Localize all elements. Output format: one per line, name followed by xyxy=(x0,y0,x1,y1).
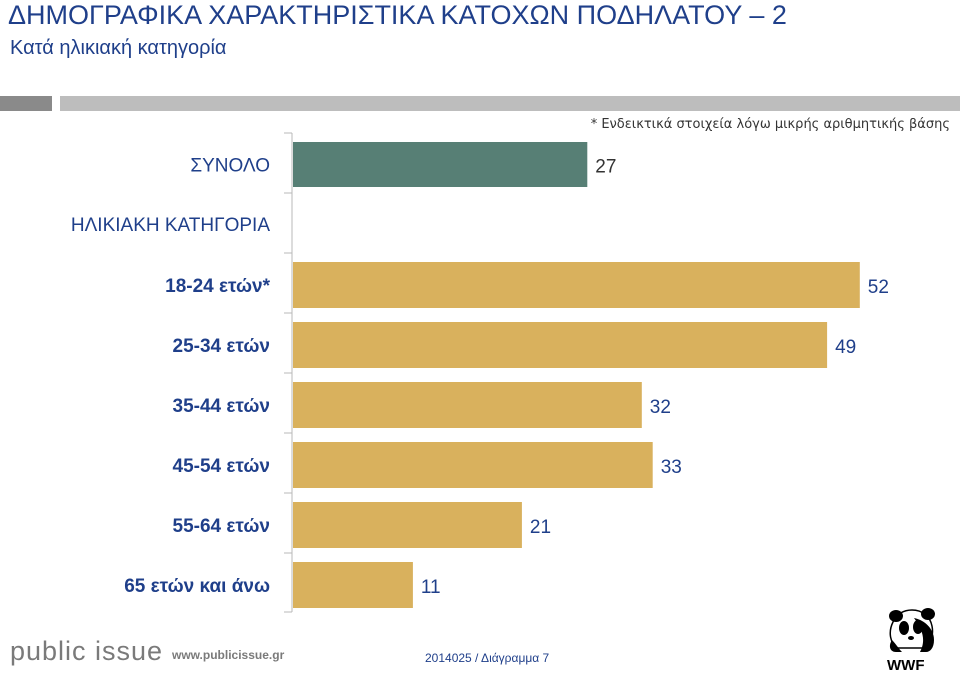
category-label: 18-24 ετών* xyxy=(165,276,270,297)
data-label: 49 xyxy=(835,337,856,358)
category-label: 25-34 ετών xyxy=(173,336,270,357)
public-issue-logo: public issue xyxy=(10,636,164,666)
wwf-logo-text: WWF xyxy=(887,657,924,674)
section-label: ΗΛΙΚΙΑΚΗ ΚΑΤΗΓΟΡΙΑ xyxy=(71,215,270,236)
category-label: 35-44 ετών xyxy=(173,396,270,417)
category-label: 55-64 ετών xyxy=(173,516,270,537)
bar xyxy=(293,382,642,428)
data-label: 21 xyxy=(530,517,551,538)
bar xyxy=(293,262,860,308)
wwf-logo: WWF xyxy=(884,604,944,674)
category-label-total: ΣΥΝΟΛΟ xyxy=(190,156,270,177)
data-label: 11 xyxy=(421,577,441,598)
bar xyxy=(293,562,413,608)
data-label: 52 xyxy=(868,277,889,298)
data-label: 33 xyxy=(661,457,682,478)
category-label: 65 ετών και άνω xyxy=(124,576,270,597)
header-divider-light xyxy=(60,96,960,111)
bar-total xyxy=(293,142,588,187)
data-label-total: 27 xyxy=(595,157,616,178)
chart-reference: 2014025 / Διάγραμμα 7 xyxy=(425,651,550,665)
bar xyxy=(293,502,522,548)
category-label: 45-54 ετών xyxy=(173,456,270,477)
data-label: 32 xyxy=(650,397,671,418)
website-link[interactable]: www.publicissue.gr xyxy=(172,648,285,662)
header-divider-dark xyxy=(0,96,52,111)
bar xyxy=(293,442,653,488)
footnote: * Ενδεικτικά στοιχεία λόγω μικρής αριθμη… xyxy=(590,117,950,132)
panda-icon: WWF xyxy=(887,608,935,674)
bar xyxy=(293,322,828,368)
page-title: ΔΗΜΟΓΡΑΦΙΚΑ ΧΑΡΑΚΤΗΡΙΣΤΙΚΑ ΚΑΤΟΧΩΝ ΠΟΔΗΛ… xyxy=(8,0,787,30)
page-subtitle: Κατά ηλικιακή κατηγορία xyxy=(10,37,227,59)
